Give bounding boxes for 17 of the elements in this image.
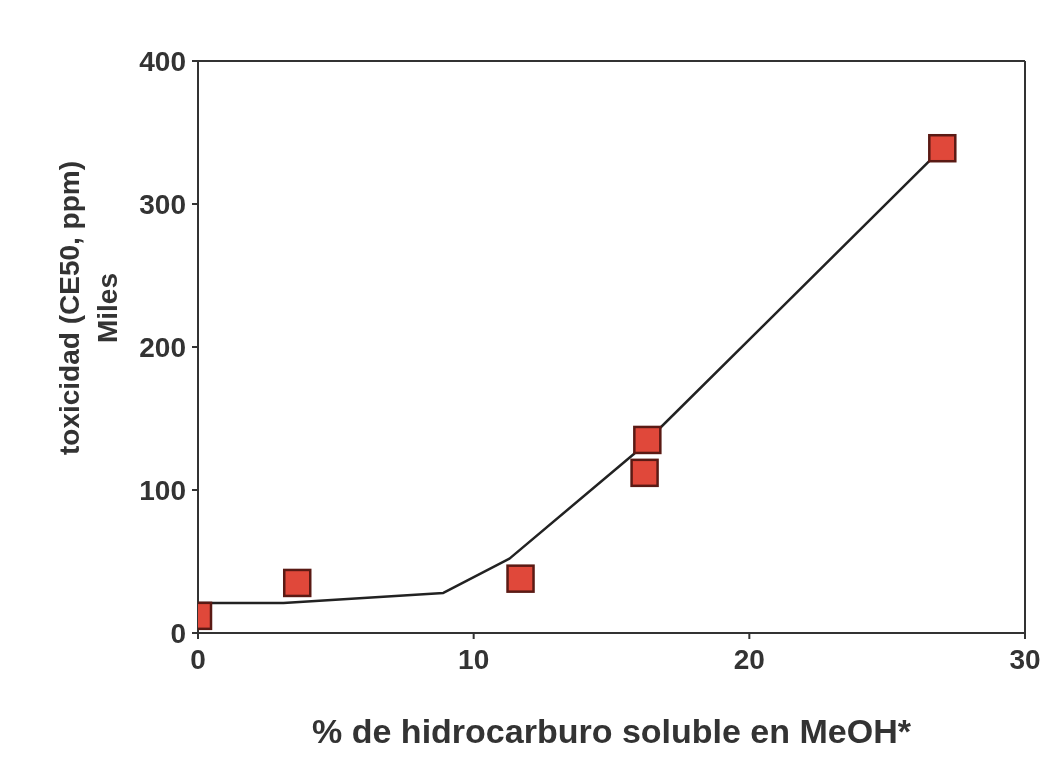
point: [506, 564, 535, 593]
x-axis-title: % de hidrocarburo soluble en MeOH*: [312, 712, 912, 750]
x-tick-label: 20: [733, 643, 765, 675]
x-tick-label: 10: [458, 643, 490, 675]
y-tick-label: 200: [139, 331, 186, 363]
y-tick-label: 300: [139, 188, 186, 220]
x-tick-label: 0: [190, 643, 206, 675]
y-tick-label: 400: [139, 45, 186, 77]
x-tick-label: 30: [1009, 643, 1041, 675]
point: [630, 458, 659, 488]
y-tick-label: 0: [170, 617, 186, 649]
y-tick-label: 100: [139, 474, 186, 506]
text: Miles: [92, 272, 124, 344]
point: [633, 425, 662, 455]
y-axis-title: toxicidad (CE50, ppm): [54, 160, 86, 456]
point: [928, 133, 957, 163]
point: [282, 568, 312, 598]
